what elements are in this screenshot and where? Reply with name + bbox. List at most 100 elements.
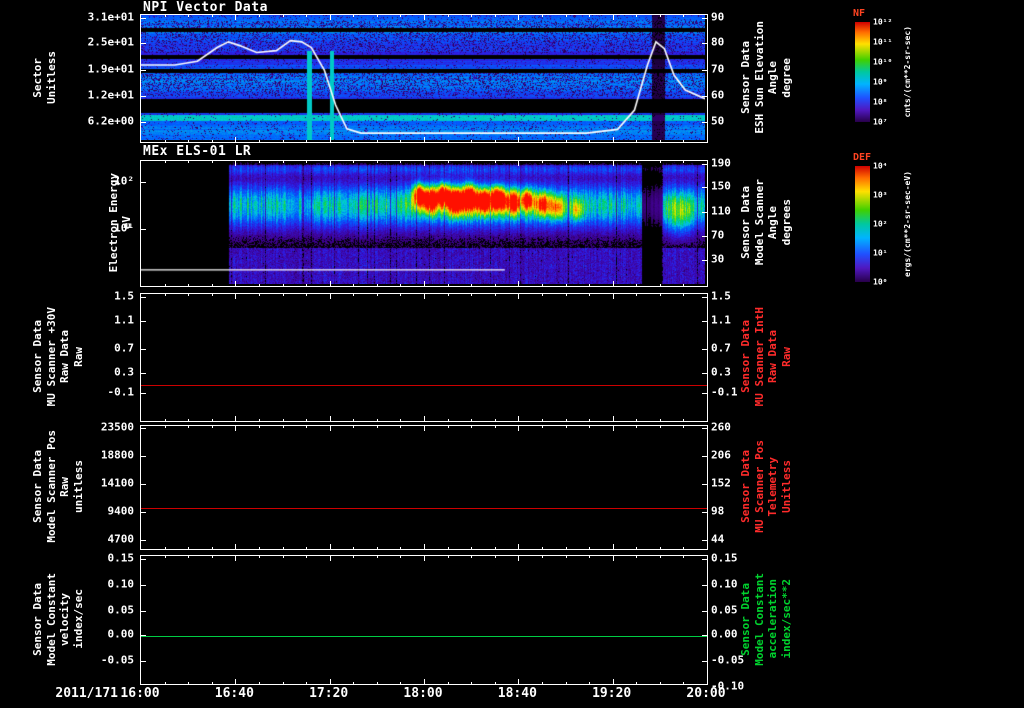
axis-tick-mark xyxy=(471,15,473,17)
axis-tick-mark xyxy=(702,348,707,350)
axis-tick-mark xyxy=(702,259,707,261)
axis-tick-mark xyxy=(612,161,614,166)
axis-tick-mark xyxy=(659,682,661,684)
axis-tick-mark xyxy=(400,294,402,296)
colorbar-nf-units: cnts/(cm**2-sr-sec) xyxy=(903,16,912,128)
npi-spectrogram-panel xyxy=(140,14,708,143)
axis-tick-mark xyxy=(329,137,331,142)
axis-tick-mark xyxy=(188,294,190,296)
axis-tick-mark xyxy=(235,161,237,166)
axis-tick-mark xyxy=(565,294,567,296)
axis-tick-mark xyxy=(353,294,355,296)
colorbar-tick-label: 10³ xyxy=(873,190,888,200)
axis-tick-label: 0.7 xyxy=(711,341,731,355)
colorbar-gradient xyxy=(855,166,870,282)
axis-tick-mark xyxy=(518,281,520,286)
axis-tick-mark xyxy=(164,426,166,428)
axis-tick-label: 2.5e+01 xyxy=(87,35,134,49)
colorbar-tick-label: 10⁷ xyxy=(873,117,888,127)
panel5-right-axis-title: Sensor Data Model Constant acceleration … xyxy=(739,555,804,683)
axis-title-line: Unitless xyxy=(779,460,793,513)
colorbar-units-text: ergs/(cm**2-sr-sec-eV) xyxy=(903,171,912,277)
axis-tick-mark xyxy=(589,161,591,163)
axis-tick-label: 70 xyxy=(711,228,725,242)
axis-tick-mark xyxy=(471,140,473,142)
axis-tick-mark xyxy=(565,556,567,558)
axis-tick-mark xyxy=(494,15,496,17)
panel1-right-axis-title: Sensor Data ESH Sun Elevation Angle degr… xyxy=(739,14,804,141)
axis-tick-mark xyxy=(282,556,284,558)
axis-title-line: Model Constant xyxy=(752,572,766,666)
axis-tick-mark xyxy=(636,140,638,142)
axis-tick-mark xyxy=(141,320,146,322)
axis-tick-mark xyxy=(471,284,473,286)
axis-tick-mark xyxy=(612,281,614,286)
axis-tick-mark xyxy=(376,284,378,286)
colorbar-tick-label: 10⁸ xyxy=(873,97,888,107)
axis-tick-mark xyxy=(164,294,166,296)
axis-tick-mark xyxy=(447,426,449,428)
axis-tick-mark xyxy=(612,556,614,561)
axis-title-line: Raw xyxy=(58,476,72,497)
panel1-title: NPI Vector Data xyxy=(143,0,268,15)
axis-tick-label: 1.1 xyxy=(114,313,134,327)
axis-tick-mark xyxy=(353,547,355,549)
axis-tick-label: 0.05 xyxy=(107,603,135,617)
axis-tick-mark xyxy=(447,419,449,421)
axis-tick-label: 0.7 xyxy=(114,341,134,355)
axis-tick-mark xyxy=(306,15,308,17)
axis-tick-mark xyxy=(683,161,685,163)
axis-tick-mark xyxy=(329,15,331,20)
axis-tick-mark xyxy=(702,212,707,214)
axis-tick-mark xyxy=(636,294,638,296)
axis-tick-mark xyxy=(141,611,146,613)
colorbar-tick-label: 10² xyxy=(873,219,888,229)
axis-tick-mark xyxy=(282,682,284,684)
axis-tick-mark xyxy=(659,140,661,142)
axis-tick-label: 80 xyxy=(711,35,725,49)
axis-tick-mark xyxy=(258,419,260,421)
axis-tick-mark xyxy=(702,660,707,662)
axis-tick-label: 90 xyxy=(711,10,725,24)
axis-tick-mark xyxy=(424,426,425,431)
axis-tick-mark xyxy=(188,426,190,428)
axis-title-line: degrees xyxy=(779,199,793,246)
axis-tick-mark xyxy=(471,556,473,558)
panel2-left-axis-ticks: 10² 10¹ xyxy=(0,160,137,285)
axis-tick-label: 4700 xyxy=(107,532,135,546)
axis-title-line: eV xyxy=(120,215,134,230)
axis-tick-mark xyxy=(683,15,685,17)
axis-tick-mark xyxy=(211,419,213,421)
axis-tick-label: 50 xyxy=(711,114,725,128)
axis-tick-label: 1.2e+01 xyxy=(87,88,134,102)
axis-tick-mark xyxy=(702,635,707,637)
x-axis-tick-label: 18:00 xyxy=(403,686,443,701)
axis-tick-mark xyxy=(329,281,331,286)
panel2-right-axis-ticks: 190 150 110 70 30 xyxy=(709,156,753,285)
axis-tick-mark xyxy=(329,426,331,431)
axis-tick-mark xyxy=(258,140,260,142)
axis-tick-mark xyxy=(541,426,543,428)
axis-title-line: ESH Sun Elevation xyxy=(752,21,766,134)
axis-tick-mark xyxy=(258,161,260,163)
axis-tick-mark xyxy=(353,15,355,17)
axis-tick-label: 3.1e+01 xyxy=(87,10,134,24)
colorbar-def-label: DEF xyxy=(853,152,872,163)
axis-tick-mark xyxy=(211,556,213,558)
colorbar-nf-ticks: 10¹² 10¹¹ 10¹⁰ 10⁹ 10⁸ 10⁷ xyxy=(873,18,907,127)
axis-tick-mark xyxy=(565,284,567,286)
axis-tick-mark xyxy=(211,161,213,163)
axis-tick-mark xyxy=(164,15,166,17)
axis-tick-mark xyxy=(400,15,402,17)
axis-tick-mark xyxy=(702,540,707,542)
axis-tick-mark xyxy=(376,419,378,421)
axis-tick-mark xyxy=(235,281,237,286)
axis-tick-mark xyxy=(518,137,520,142)
axis-tick-mark xyxy=(702,17,707,19)
axis-tick-mark xyxy=(702,320,707,322)
axis-tick-label: 9400 xyxy=(107,504,135,518)
axis-title-line: Raw Data xyxy=(766,330,780,383)
axis-tick-mark xyxy=(141,635,146,637)
axis-tick-mark xyxy=(612,426,614,431)
model-scanner-pos-panel xyxy=(140,425,708,550)
